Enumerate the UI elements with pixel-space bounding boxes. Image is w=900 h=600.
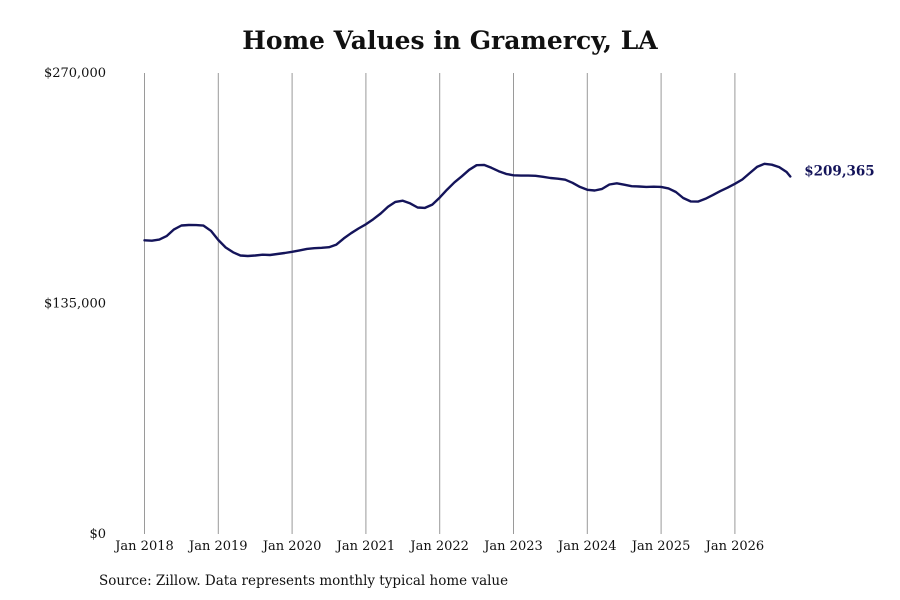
x-tick-label: Jan 2026 <box>704 539 765 554</box>
x-axis: Jan 2018 Jan 2019 Jan 2020 Jan 2021 Jan 2022… <box>113 539 764 554</box>
y-tick-label: $135,000 <box>44 297 106 312</box>
y-tick-label: $0 <box>89 527 106 542</box>
x-tick-label: Jan 2019 <box>187 539 248 554</box>
x-tick-label: Jan 2023 <box>482 539 543 554</box>
x-tick-label: Jan 2018 <box>113 539 174 554</box>
y-axis: $0 $135,000 $270,000 <box>44 66 106 542</box>
series-line-0 <box>143 162 792 258</box>
end-label-layer: $209,365 <box>804 164 874 180</box>
end-value-label: $209,365 <box>804 164 874 180</box>
x-tick-label: Jan 2020 <box>261 539 322 554</box>
source-note: Source: Zillow. Data represents monthly … <box>99 573 509 589</box>
y-tick-label: $270,000 <box>44 66 106 81</box>
grid-lines <box>144 73 736 534</box>
x-tick-label: Jan 2025 <box>630 539 691 554</box>
chart-title: Home Values in Gramercy, LA <box>242 26 658 55</box>
x-tick-label: Jan 2022 <box>408 539 469 554</box>
series-layer <box>143 162 792 258</box>
x-tick-label: Jan 2021 <box>335 539 396 554</box>
x-tick-label: Jan 2024 <box>556 539 617 554</box>
